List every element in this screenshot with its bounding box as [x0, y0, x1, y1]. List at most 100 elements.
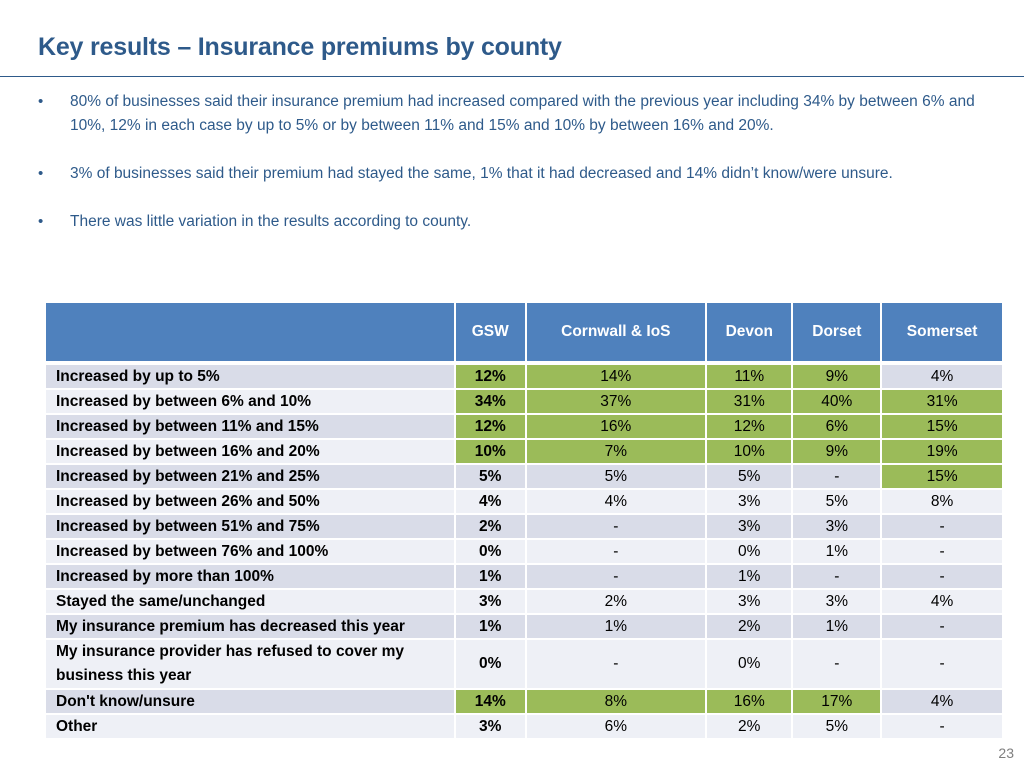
- county-value-cell: 11%: [707, 365, 792, 390]
- slide-title: Key results – Insurance premiums by coun…: [38, 33, 562, 61]
- county-value-cell: 9%: [793, 365, 881, 390]
- table-row: Increased by between 16% and 20% 10% 7% 10%…: [46, 440, 1002, 465]
- row-label: My insurance provider has refused to cov…: [46, 640, 454, 690]
- row-label: Other: [46, 715, 454, 740]
- bullet-marker: •: [38, 213, 44, 230]
- county-value-cell: 6%: [526, 715, 706, 740]
- gsw-value-cell: 0%: [456, 540, 525, 565]
- table-row: Other 3% 6% 2% 5% -: [46, 715, 1002, 740]
- county-value-cell: -: [882, 640, 1002, 690]
- row-label: Increased by between 6% and 10%: [46, 390, 454, 415]
- table-row: Increased by between 11% and 15% 12% 16% 12…: [46, 415, 1002, 440]
- gsw-value-cell: 5%: [456, 465, 525, 490]
- row-label: Increased by between 11% and 15%: [46, 415, 454, 440]
- county-value-cell: -: [882, 715, 1002, 740]
- row-label: Increased by between 51% and 75%: [46, 515, 454, 540]
- county-value-cell: 37%: [526, 390, 706, 415]
- county-value-cell: 15%: [882, 415, 1002, 440]
- row-label: Increased by between 21% and 25%: [46, 465, 454, 490]
- county-value-cell: 31%: [882, 390, 1002, 415]
- county-value-cell: 16%: [707, 690, 792, 715]
- column-header-devon: Devon: [707, 303, 792, 365]
- row-label: Increased by between 26% and 50%: [46, 490, 454, 515]
- county-value-cell: 2%: [707, 715, 792, 740]
- county-value-cell: 3%: [707, 515, 792, 540]
- gsw-value-cell: 4%: [456, 490, 525, 515]
- table-row: Increased by between 21% and 25% 5% 5% 5% -1…: [46, 465, 1002, 490]
- county-value-cell: 31%: [707, 390, 792, 415]
- county-value-cell: 1%: [793, 615, 881, 640]
- county-value-cell: 15%: [882, 465, 1002, 490]
- table-body: Increased by up to 5% 12% 14% 11% 9% 4% Increa…: [46, 365, 1002, 740]
- county-value-cell: 17%: [793, 690, 881, 715]
- header-corner-cell: [46, 303, 454, 365]
- results-table: GSW Cornwall & IoS Devon Dorset Somerset…: [44, 303, 1004, 740]
- county-value-cell: 10%: [707, 440, 792, 465]
- gsw-value-cell: 1%: [456, 615, 525, 640]
- gsw-value-cell: 14%: [456, 690, 525, 715]
- county-value-cell: -: [882, 565, 1002, 590]
- table-row: Increased by between 51% and 75% 2% -3% 3% -: [46, 515, 1002, 540]
- county-value-cell: 7%: [526, 440, 706, 465]
- row-label: My insurance premium has decreased this …: [46, 615, 454, 640]
- bullet-list: • 80% of businesses said their insurance…: [38, 90, 1008, 258]
- title-divider: [0, 76, 1024, 77]
- row-label: Increased by up to 5%: [46, 365, 454, 390]
- county-value-cell: 0%: [707, 640, 792, 690]
- table-row: Increased by between 6% and 10% 34% 37% 31%…: [46, 390, 1002, 415]
- county-value-cell: 0%: [707, 540, 792, 565]
- row-label: Increased by between 16% and 20%: [46, 440, 454, 465]
- county-value-cell: 3%: [793, 590, 881, 615]
- county-value-cell: -: [526, 565, 706, 590]
- county-value-cell: 4%: [526, 490, 706, 515]
- table-row: Stayed the same/unchanged 3% 2% 3% 3% 4%: [46, 590, 1002, 615]
- county-value-cell: -: [526, 540, 706, 565]
- county-value-cell: 2%: [526, 590, 706, 615]
- table-row: Increased by up to 5% 12% 14% 11% 9% 4%: [46, 365, 1002, 390]
- county-value-cell: -: [526, 515, 706, 540]
- row-label: Don't know/unsure: [46, 690, 454, 715]
- county-value-cell: 19%: [882, 440, 1002, 465]
- county-value-cell: 3%: [707, 590, 792, 615]
- county-value-cell: 1%: [793, 540, 881, 565]
- county-value-cell: 9%: [793, 440, 881, 465]
- county-value-cell: 2%: [707, 615, 792, 640]
- county-value-cell: 5%: [526, 465, 706, 490]
- bullet-text: There was little variation in the result…: [70, 213, 472, 230]
- bullet-item: • There was little variation in the resu…: [38, 210, 1008, 234]
- county-value-cell: 14%: [526, 365, 706, 390]
- bullet-item: • 80% of businesses said their insurance…: [38, 90, 1008, 138]
- county-value-cell: 1%: [526, 615, 706, 640]
- county-value-cell: 8%: [882, 490, 1002, 515]
- table-row: Don't know/unsure 14% 8% 16% 17% 4%: [46, 690, 1002, 715]
- county-value-cell: -: [793, 465, 881, 490]
- column-header-gsw: GSW: [456, 303, 525, 365]
- table-row: Increased by more than 100% 1% -1% - -: [46, 565, 1002, 590]
- row-label: Increased by between 76% and 100%: [46, 540, 454, 565]
- county-value-cell: 40%: [793, 390, 881, 415]
- county-value-cell: 3%: [793, 515, 881, 540]
- column-header-cornwall: Cornwall & IoS: [526, 303, 706, 365]
- gsw-value-cell: 34%: [456, 390, 525, 415]
- county-value-cell: 1%: [707, 565, 792, 590]
- gsw-value-cell: 12%: [456, 365, 525, 390]
- bullet-text: 3% of businesses said their premium had …: [70, 165, 893, 182]
- county-value-cell: -: [882, 515, 1002, 540]
- county-value-cell: 16%: [526, 415, 706, 440]
- county-value-cell: 5%: [793, 715, 881, 740]
- gsw-value-cell: 1%: [456, 565, 525, 590]
- table-row: My insurance premium has decreased this …: [46, 615, 1002, 640]
- county-value-cell: -: [526, 640, 706, 690]
- column-header-dorset: Dorset: [793, 303, 881, 365]
- gsw-value-cell: 0%: [456, 640, 525, 690]
- row-label: Increased by more than 100%: [46, 565, 454, 590]
- bullet-marker: •: [38, 165, 44, 182]
- gsw-value-cell: 10%: [456, 440, 525, 465]
- row-label: Stayed the same/unchanged: [46, 590, 454, 615]
- gsw-value-cell: 3%: [456, 590, 525, 615]
- county-value-cell: 5%: [793, 490, 881, 515]
- gsw-value-cell: 3%: [456, 715, 525, 740]
- gsw-value-cell: 2%: [456, 515, 525, 540]
- county-value-cell: 3%: [707, 490, 792, 515]
- county-value-cell: -: [882, 615, 1002, 640]
